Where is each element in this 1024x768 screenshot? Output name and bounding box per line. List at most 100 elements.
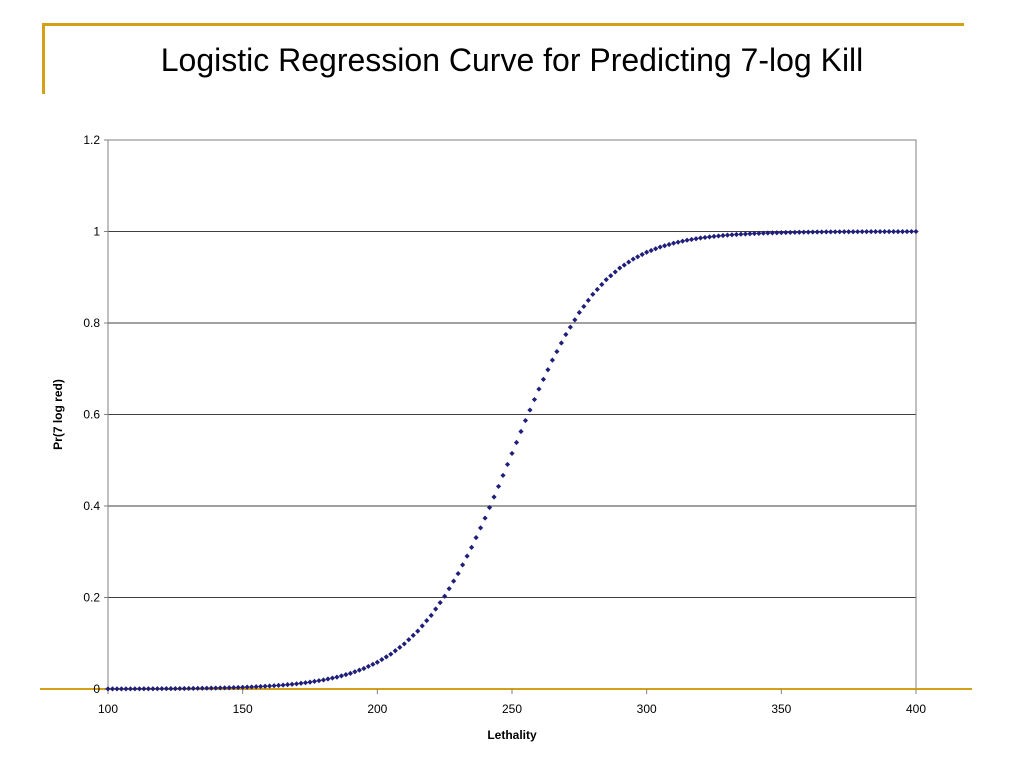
data-point-fill (855, 229, 861, 235)
data-point (765, 230, 771, 236)
data-point-fill (249, 684, 255, 690)
data-point-fill (841, 229, 847, 235)
data-point (873, 229, 879, 235)
data-point (630, 256, 636, 262)
data-point-fill (693, 236, 699, 242)
data-point-fill (370, 661, 376, 667)
data-point-fill (271, 683, 277, 689)
data-point-fill (747, 231, 753, 237)
data-point-fill (154, 686, 160, 692)
y-tick-label: 0.6 (83, 408, 100, 422)
data-point-fill (136, 686, 143, 692)
data-point-fill (904, 228, 910, 235)
data-point (320, 677, 327, 683)
data-point-fill (527, 407, 533, 413)
data-point-fill (720, 232, 726, 239)
data-point-fill (850, 229, 856, 235)
data-point-fill (639, 251, 645, 258)
data-point-fill (284, 682, 291, 688)
data-point (751, 230, 757, 237)
data-point (159, 686, 165, 692)
data-point-fill (612, 269, 618, 275)
data-point-fill (244, 684, 250, 690)
data-point-fill (109, 686, 116, 692)
data-point (603, 277, 609, 283)
data-point-fill (114, 686, 120, 692)
data-point-fill (581, 303, 587, 310)
data-point (738, 231, 744, 237)
data-point-fill (540, 376, 547, 383)
data-point-fill (783, 229, 789, 236)
data-point-fill (208, 685, 214, 691)
data-point-fill (258, 683, 264, 690)
y-tick-label: 0.8 (83, 316, 100, 330)
data-point-fill (621, 262, 627, 268)
data-point (684, 237, 690, 243)
data-point-fill (787, 229, 793, 236)
x-tick-label: 300 (637, 702, 657, 716)
data-point-fill (868, 229, 874, 235)
data-point-fill (473, 535, 479, 541)
data-point-fill (504, 461, 511, 468)
data-point-fill (329, 675, 336, 681)
data-point (576, 309, 582, 316)
x-tick-label: 250 (502, 702, 522, 716)
data-point-fill (500, 472, 506, 479)
data-point (199, 685, 205, 691)
data-point-fill (594, 286, 600, 293)
y-tick-label: 0.2 (83, 591, 100, 605)
data-point (428, 612, 434, 618)
data-point-fill (289, 681, 295, 687)
data-point-fill (397, 644, 403, 650)
data-point (846, 229, 852, 235)
data-point (172, 685, 178, 692)
data-point-fill (648, 247, 654, 254)
slide-title: Logistic Regression Curve for Predicting… (160, 42, 864, 78)
data-point-fill (437, 599, 443, 606)
y-tick-label: 1 (93, 225, 100, 239)
data-point-fill (729, 232, 735, 238)
data-point-fill (572, 317, 578, 323)
data-point (307, 679, 313, 685)
data-point-fill (760, 230, 766, 236)
data-point (819, 229, 825, 235)
data-point-fill (810, 229, 816, 235)
data-point (697, 235, 704, 241)
data-point-fill (262, 683, 268, 689)
data-point (832, 229, 838, 235)
data-point (563, 331, 569, 338)
data-point-fill (531, 396, 538, 403)
data-point (186, 685, 192, 692)
title-accent-bar-vertical (42, 23, 45, 94)
data-point-fill (585, 297, 591, 303)
data-point (590, 291, 596, 297)
data-point (469, 544, 475, 551)
data-point-fill (518, 428, 524, 435)
data-points (105, 228, 919, 692)
data-point-fill (316, 678, 322, 684)
data-point-fill (177, 685, 183, 692)
data-point-fill (352, 669, 358, 675)
data-point (913, 228, 919, 235)
data-point (522, 417, 529, 424)
data-point-fill (702, 234, 708, 241)
data-point (549, 357, 555, 363)
data-point-fill (365, 663, 371, 670)
data-point (132, 686, 138, 692)
data-point-fill (235, 684, 241, 691)
data-point-fill (558, 340, 564, 346)
data-point-fill (460, 562, 466, 568)
data-point (334, 674, 340, 680)
data-point-fill (410, 632, 416, 638)
data-point-fill (895, 228, 901, 235)
data-point-fill (150, 686, 156, 692)
data-point-fill (298, 680, 304, 686)
data-point-fill (675, 239, 681, 245)
data-point-fill (801, 229, 807, 235)
data-point-fill (881, 229, 888, 235)
data-point-fill (424, 618, 430, 624)
x-tick-label: 350 (771, 702, 791, 716)
x-tick-label: 100 (98, 702, 118, 716)
data-point-fill (679, 238, 686, 244)
